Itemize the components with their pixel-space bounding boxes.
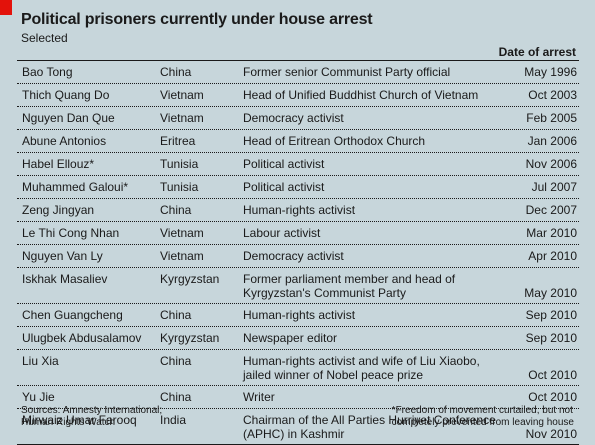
prisoner-name: Mirwaiz Umar Farooq	[22, 413, 137, 427]
table-row: Nguyen Van Ly Vietnam Democracy activist Ap…	[17, 244, 579, 267]
table-row: Yu Jie China Writer Oct 2010	[17, 385, 579, 408]
arrest-date: Oct 2010	[528, 390, 577, 404]
arrest-date: Oct 2003	[528, 88, 577, 102]
prisoner-description: Democracy activist	[243, 249, 344, 263]
prisoner-description: Human-rights activist	[243, 308, 356, 322]
prisoner-country: China	[160, 65, 192, 79]
prisoner-name: Liu Xia	[22, 354, 59, 368]
table-row: Nguyen Dan Que Vietnam Democracy activist F…	[17, 106, 579, 129]
prisoner-name: Le Thi Cong Nhan	[22, 226, 120, 240]
prisoner-country: Vietnam	[160, 111, 204, 125]
table-row: Iskhak Masaliev Kyrgyzstan Former parliame…	[17, 267, 579, 303]
prisoner-description: Former parliament member and head of Kyr…	[243, 272, 456, 300]
prisoner-name: Bao Tong	[22, 65, 73, 79]
table-row: Ulugbek Abdusalamov Kyrgyzstan Newspaper e…	[17, 326, 579, 349]
arrest-date: Dec 2007	[525, 203, 577, 217]
prisoner-description: Labour activist	[243, 226, 321, 240]
prisoner-description: Writer	[243, 390, 275, 404]
prisoner-country: Tunisia	[160, 157, 199, 171]
prisoner-name: Chen Guangcheng	[22, 308, 123, 322]
arrest-date: Sep 2010	[525, 308, 577, 322]
prisoner-name: Muhammed Galoui*	[22, 180, 129, 194]
arrest-date: Nov 2010	[525, 427, 577, 441]
arrest-date: May 1996	[524, 65, 577, 79]
prisoner-name: Iskhak Masaliev	[22, 272, 108, 286]
prisoner-name: Abune Antonios	[22, 134, 107, 148]
arrest-date: Oct 2010	[528, 368, 577, 382]
prisoner-country: China	[160, 203, 192, 217]
prisoner-table: Bao Tong China Former senior Communist Par…	[17, 60, 579, 445]
accent-box	[0, 0, 12, 15]
table-row: Zeng Jingyan China Human-rights activist De…	[17, 198, 579, 221]
prisoner-name: Yu Jie	[22, 390, 55, 404]
prisoner-description: Political activist	[243, 157, 325, 171]
prisoner-description: Newspaper editor	[243, 331, 338, 345]
table-row: Liu Xia China Human-rights activist and wi…	[17, 349, 579, 385]
prisoner-description: Political activist	[243, 180, 325, 194]
table-row: Thich Quang Do Vietnam Head of Unified Bud…	[17, 83, 579, 106]
arrest-date: Nov 2006	[525, 157, 577, 171]
prisoner-country: Vietnam	[160, 88, 204, 102]
arrest-date: Sep 2010	[525, 331, 577, 345]
table-row: Habel Ellouz* Tunisia Political activist No…	[17, 152, 579, 175]
arrest-date: Jul 2007	[531, 180, 577, 194]
prisoner-name: Nguyen Dan Que	[22, 111, 115, 125]
table-row: Chen Guangcheng China Human-rights activis…	[17, 303, 579, 326]
arrest-date: Feb 2005	[526, 111, 577, 125]
prisoner-description: Human-rights activist	[243, 203, 356, 217]
prisoner-country: Vietnam	[160, 249, 204, 263]
footnote: *Freedom of movement curtailed, but not …	[391, 405, 574, 428]
prisoner-description: Head of Eritrean Orthodox Church	[243, 134, 426, 148]
chart-subtitle: Selected	[21, 31, 68, 45]
table-row: Abune Antonios Eritrea Head of Eritrean Or…	[17, 129, 579, 152]
source-note: Sources: Amnesty International; Human Ri…	[21, 405, 163, 428]
prisoner-country: Kyrgyzstan	[160, 272, 220, 286]
prisoner-name: Thich Quang Do	[22, 88, 110, 102]
prisoner-description: Democracy activist	[243, 111, 344, 125]
prisoner-description: Former senior Communist Party official	[243, 65, 451, 79]
arrest-date: Mar 2010	[526, 226, 577, 240]
prisoner-country: China	[160, 308, 192, 322]
prisoner-country: Tunisia	[160, 180, 199, 194]
prisoner-country: Kyrgyzstan	[160, 331, 220, 345]
prisoner-country: China	[160, 354, 192, 368]
table-row: Bao Tong China Former senior Communist Par…	[17, 61, 579, 83]
chart-title: Political prisoners currently under hous…	[21, 11, 373, 28]
prisoner-country: India	[160, 413, 187, 427]
prisoner-country: China	[160, 390, 192, 404]
table-row: Muhammed Galoui* Tunisia Political activis…	[17, 175, 579, 198]
prisoner-name: Zeng Jingyan	[22, 203, 95, 217]
prisoner-name: Nguyen Van Ly	[22, 249, 103, 263]
prisoner-description: Head of Unified Buddhist Church of Vietn…	[243, 88, 479, 102]
date-column-header: Date of arrest	[498, 45, 576, 59]
arrest-date: Apr 2010	[528, 249, 577, 263]
prisoner-country: Vietnam	[160, 226, 204, 240]
arrest-date: Jan 2006	[527, 134, 577, 148]
prisoner-country: Eritrea	[160, 134, 196, 148]
prisoner-description: Human-rights activist and wife of Liu Xi…	[243, 354, 480, 382]
prisoner-name: Ulugbek Abdusalamov	[22, 331, 142, 345]
arrest-date: May 2010	[524, 286, 577, 300]
table-row: Le Thi Cong Nhan Vietnam Labour activist Ma…	[17, 221, 579, 244]
prisoner-name: Habel Ellouz*	[22, 157, 95, 171]
